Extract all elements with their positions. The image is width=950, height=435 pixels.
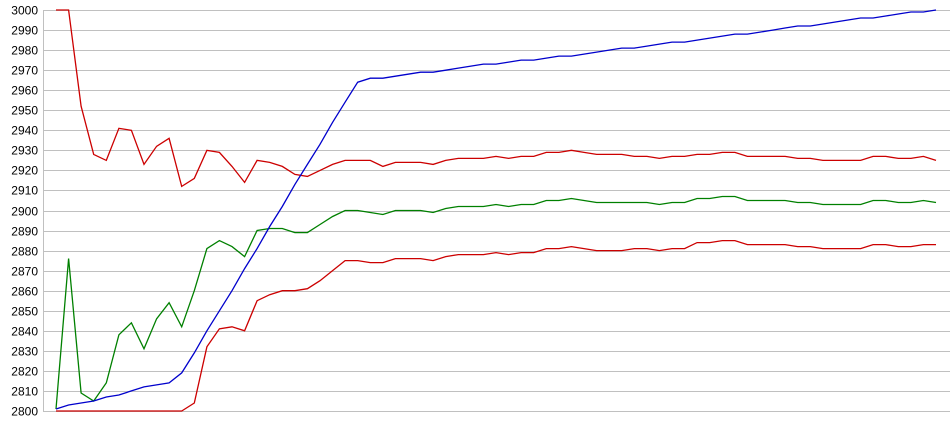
- y-tick-label: 2800: [11, 405, 38, 419]
- y-tick-label: 2940: [11, 124, 38, 138]
- y-tick-label: 2930: [11, 144, 38, 158]
- y-axis-ticks: 2800 2810 2820 2830 2840 2850 2860 2870 2880 2890…: [11, 4, 38, 419]
- y-tick-label: 2850: [11, 305, 38, 319]
- y-tick-label: 2830: [11, 345, 38, 359]
- y-tick-label: 2910: [11, 184, 38, 198]
- y-tick-label: 2960: [11, 84, 38, 98]
- y-tick-label: 2890: [11, 225, 38, 239]
- y-tick-label: 2810: [11, 385, 38, 399]
- y-tick-label: 3000: [11, 4, 38, 18]
- y-tick-label: 2970: [11, 64, 38, 78]
- series-line-lower-red: [56, 239, 936, 412]
- y-tick-label: 2840: [11, 325, 38, 339]
- y-tick-label: 2820: [11, 365, 38, 379]
- y-tick-label: 2880: [11, 245, 38, 259]
- y-tick-label: 2900: [11, 205, 38, 219]
- y-tick-label: 2950: [11, 104, 38, 118]
- series-line-upper-red: [56, 9, 937, 188]
- gridlines: [43, 10, 950, 412]
- y-tick-label: 2990: [11, 24, 38, 38]
- y-tick-label: 2980: [11, 44, 38, 58]
- y-tick-label: 2860: [11, 285, 38, 299]
- y-tick-label: 2920: [11, 164, 38, 178]
- series-line-green: [55, 195, 937, 410]
- series-lines: [55, 9, 937, 412]
- series-line-blue: [55, 9, 937, 410]
- y-tick-label: 2870: [11, 265, 38, 279]
